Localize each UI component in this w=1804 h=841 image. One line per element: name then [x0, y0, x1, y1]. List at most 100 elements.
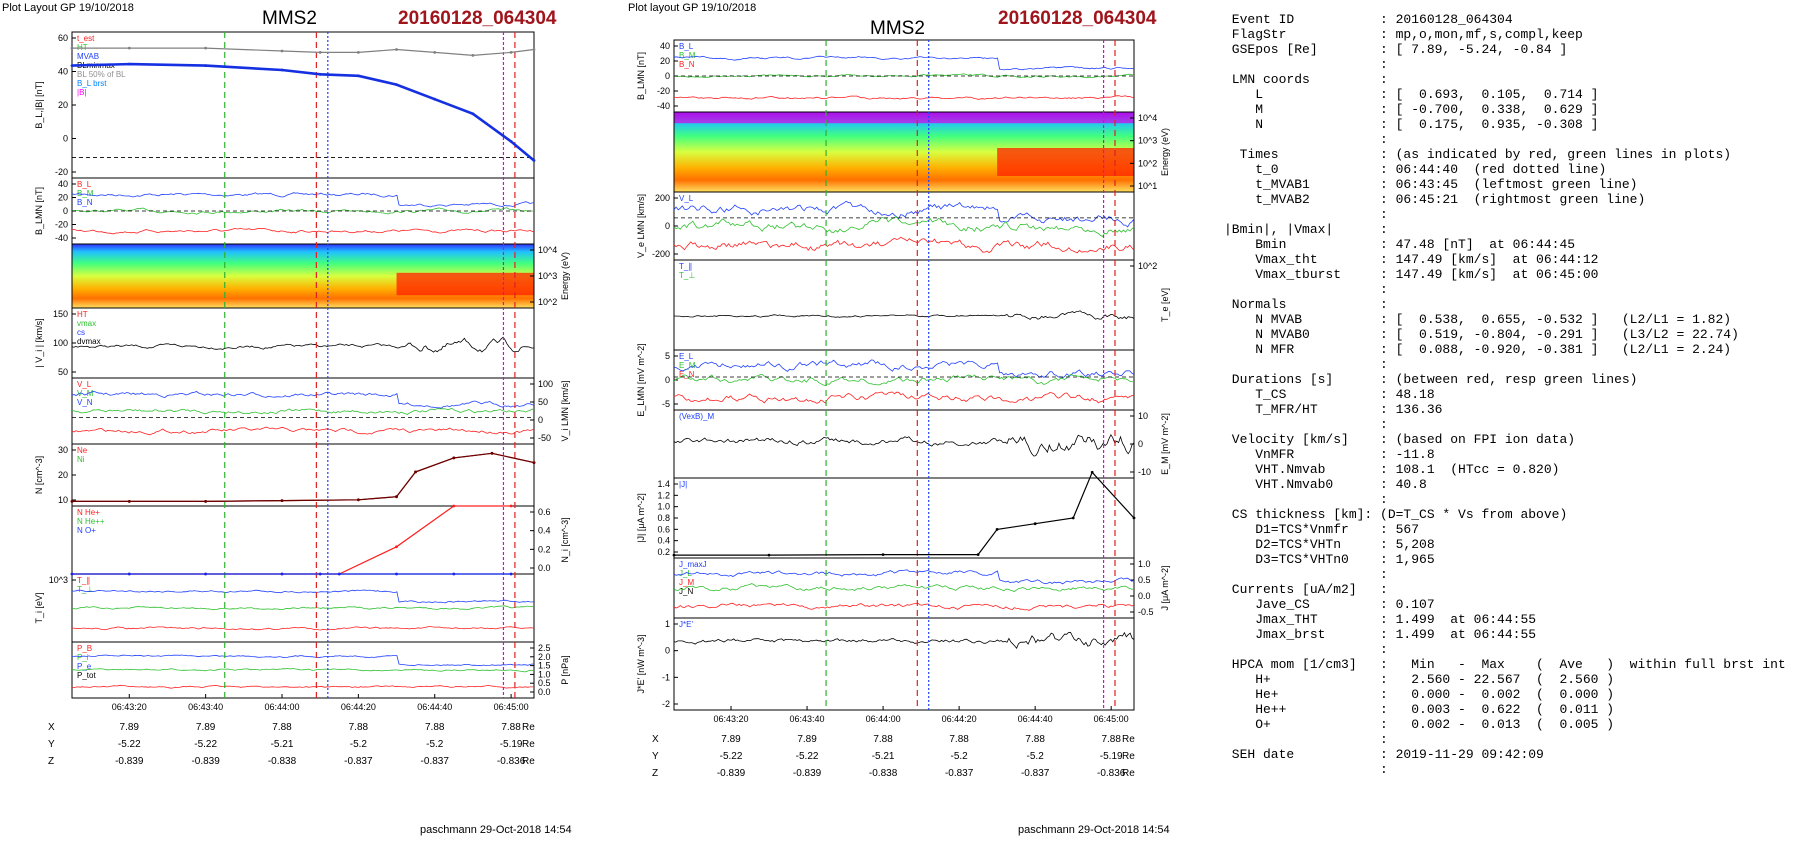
y-tick-label: 1.0: [538, 669, 551, 679]
panel-frame: [673, 477, 1135, 559]
y-tick-label: 0.6: [657, 524, 670, 534]
chart-point-left-Ni: [280, 572, 284, 576]
position-value: 7.88: [501, 722, 521, 733]
y-tick-label: 10: [1138, 411, 1148, 421]
y-tick-label: 100: [538, 379, 553, 389]
left-panel: 10^3 T_i [eV] T_∥T_⊥: [34, 573, 535, 643]
left-event-title: 20160128_064304: [398, 8, 557, 29]
position-value: -0.837: [421, 756, 450, 767]
y-tick-label: 20: [660, 56, 670, 66]
y-tick-label: 0.8: [657, 513, 670, 523]
chart-point-middle-Jmag: [995, 528, 999, 531]
y-tick-label: 0: [665, 375, 670, 385]
position-unit: Re: [522, 722, 535, 733]
legend-entry: vmax: [77, 319, 96, 328]
y-tick-label: 50: [58, 367, 68, 377]
position-value: -0.838: [869, 768, 898, 779]
position-row-label: Z: [652, 768, 658, 779]
y-tick-label: -5: [662, 399, 670, 409]
legend-entry: P_tot: [77, 671, 96, 680]
time-tick-label: 06:43:20: [112, 702, 147, 712]
left-panel: 2.52.01.51.00.50.0 P [nPa] P_BP_iP_eP_tot: [71, 641, 570, 699]
summary-line: t_MVAB2 : 06:45:21 (rightmost green line…: [1224, 192, 1646, 207]
series-line: [71, 684, 534, 689]
left-panel: 40 20 0 -20 -40 B_LMN [nT] B_LB_MB_N: [34, 177, 535, 245]
legend-entry: Ni: [77, 455, 85, 464]
y-tick-label: 20: [58, 470, 68, 480]
series-line: [673, 236, 1135, 254]
legend-entry: t_est: [77, 34, 95, 43]
summary-line: T_MFR/HT : 136.36: [1224, 402, 1443, 417]
y-tick-label: 0: [538, 415, 543, 425]
summary-line: N MVAB0 : [ 0.519, -0.804, -0.291 ] (L3/…: [1224, 327, 1739, 342]
summary-line: VHT.Nmvab : 108.1 (HTcc = 0.820): [1224, 462, 1560, 477]
chart-point-left-B: [509, 51, 513, 54]
summary-line: T_CS : 48.18: [1224, 387, 1435, 402]
panel-frame: [71, 505, 535, 575]
y-tick-label: 1.0: [1138, 559, 1151, 569]
summary-line: N MVAB : [ 0.538, 0.655, -0.532 ] (L2/L1…: [1224, 312, 1732, 327]
summary-line: Jmax_brst : 1.499 at 06:44:55: [1224, 627, 1537, 642]
y-tick-label: 5: [665, 351, 670, 361]
summary-line: D3=TCS*VHTn0 : 1,965: [1224, 552, 1435, 567]
chart-point-left-Ni: [395, 545, 398, 549]
chart-point-middle-Jmag: [1132, 516, 1136, 520]
position-value: 7.88: [272, 722, 292, 733]
summary-line: VHT.Nmvab0 : 40.8: [1224, 477, 1427, 492]
summary-line: Currents [uA/m2] :: [1224, 582, 1388, 597]
y-tick-label: 10^2: [538, 297, 557, 307]
position-value: -5.22: [796, 751, 819, 762]
summary-line: |Bmin|, |Vmax| :: [1224, 222, 1388, 237]
series-line: [673, 359, 1135, 379]
y-axis-label: E_M [mV m^-2]: [1160, 413, 1170, 475]
y-tick-label: 1.2: [657, 490, 670, 500]
summary-line: Jmax_THT : 1.499 at 06:44:55: [1224, 612, 1537, 627]
time-tick-label: 06:44:00: [264, 702, 299, 712]
chart-point-left-B: [532, 159, 536, 162]
legend-entry: MVAB: [77, 52, 99, 61]
middle-event-title: 20160128_064304: [998, 8, 1157, 29]
position-unit: Re: [522, 739, 535, 750]
legend-entry: P_B: [77, 644, 92, 653]
y-tick-label: 50: [538, 397, 548, 407]
legend-entry: dvmax: [77, 337, 101, 346]
summary-line: :: [1224, 207, 1388, 222]
y-axis-label: J [μA m^-2]: [1160, 566, 1170, 611]
chart-point-left-B: [433, 51, 437, 54]
legend-entry: J_M: [679, 578, 694, 587]
position-value: -0.836: [497, 756, 526, 767]
legend-entry: N He+: [77, 508, 100, 517]
position-value: 7.88: [1101, 734, 1121, 745]
y-tick-label: 20: [58, 193, 68, 203]
chart-point-middle-Jmag: [767, 553, 771, 557]
chart-series-left-Ni: [72, 505, 512, 575]
chart-point-left-N: [127, 500, 131, 503]
y-tick-label: -50: [538, 433, 551, 443]
chart-point-middle-Jmag: [1090, 470, 1094, 474]
position-value: -0.837: [344, 756, 373, 767]
panel-frame: [673, 409, 1135, 479]
position-value: -0.837: [945, 768, 974, 779]
y-tick-label: -20: [55, 167, 68, 177]
time-tick-label: 06:44:40: [1018, 714, 1053, 724]
legend-entry: |B|: [77, 88, 87, 97]
panel-frame: [71, 573, 535, 643]
y-tick-label: 0: [63, 206, 68, 216]
time-tick-label: 06:43:40: [790, 714, 825, 724]
series-line: [72, 668, 535, 673]
series-line: [72, 626, 535, 631]
summary-line: Bmin : 47.48 [nT] at 06:44:45: [1224, 237, 1576, 252]
summary-line: He++ : 0.003 - 0.622 ( 0.011 ): [1224, 702, 1615, 717]
summary-line: :: [1224, 282, 1388, 297]
position-value: -0.839: [191, 756, 220, 767]
series-line: [71, 589, 535, 604]
y-tick-label: 0.0: [538, 687, 551, 697]
legend-entry: B_M: [77, 189, 94, 198]
series-line: [673, 602, 1135, 611]
y-axis-label: Energy (eV): [560, 252, 570, 300]
middle-panel: 200 0 -200 V_e LMN [km/s] V_L: [636, 191, 1135, 261]
series-line: [71, 207, 535, 215]
y-tick-label: 0.6: [538, 507, 551, 517]
